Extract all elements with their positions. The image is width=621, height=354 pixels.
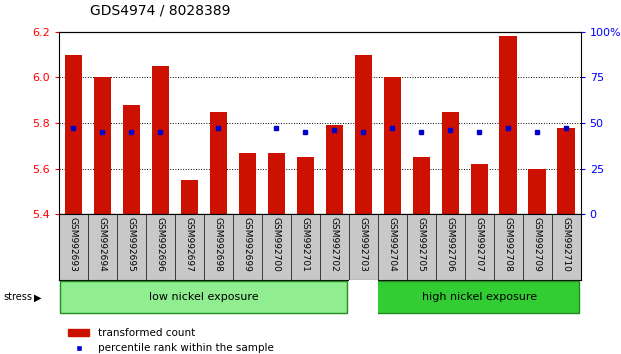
FancyBboxPatch shape — [349, 280, 378, 315]
Text: GSM992697: GSM992697 — [185, 217, 194, 272]
Bar — [471, 164, 488, 214]
Bar — [325, 125, 343, 214]
Bar — [558, 127, 575, 214]
Bar — [499, 36, 517, 214]
Text: GSM992696: GSM992696 — [156, 217, 165, 272]
Bar — [152, 66, 169, 214]
FancyBboxPatch shape — [60, 281, 347, 313]
Bar — [442, 112, 459, 214]
Bar — [355, 55, 372, 214]
Text: ▶: ▶ — [34, 292, 42, 302]
Text: GSM992710: GSM992710 — [561, 217, 571, 272]
Text: stress: stress — [3, 292, 32, 302]
Bar — [412, 157, 430, 214]
Legend: transformed count, percentile rank within the sample: transformed count, percentile rank withi… — [64, 324, 278, 354]
Text: GSM992699: GSM992699 — [243, 217, 252, 272]
Bar — [65, 55, 82, 214]
Text: GSM992694: GSM992694 — [98, 217, 107, 272]
Bar — [268, 153, 285, 214]
Bar — [384, 78, 401, 214]
Text: GSM992701: GSM992701 — [301, 217, 310, 272]
Bar — [94, 78, 111, 214]
Bar — [297, 157, 314, 214]
Bar — [238, 153, 256, 214]
Text: GSM992709: GSM992709 — [533, 217, 542, 272]
Text: GSM992698: GSM992698 — [214, 217, 223, 272]
Text: GSM992707: GSM992707 — [474, 217, 484, 272]
Bar — [528, 169, 546, 214]
Text: GSM992695: GSM992695 — [127, 217, 136, 272]
Text: low nickel exposure: low nickel exposure — [149, 292, 259, 302]
Text: GSM992705: GSM992705 — [417, 217, 426, 272]
FancyBboxPatch shape — [365, 281, 579, 313]
Text: GSM992708: GSM992708 — [504, 217, 513, 272]
Text: GDS4974 / 8028389: GDS4974 / 8028389 — [90, 4, 230, 18]
Bar — [210, 112, 227, 214]
Text: GSM992693: GSM992693 — [69, 217, 78, 272]
Bar — [123, 105, 140, 214]
Text: GSM992702: GSM992702 — [330, 217, 339, 272]
Text: GSM992700: GSM992700 — [272, 217, 281, 272]
Text: GSM992706: GSM992706 — [446, 217, 455, 272]
Text: high nickel exposure: high nickel exposure — [422, 292, 537, 302]
Text: GSM992704: GSM992704 — [388, 217, 397, 272]
Bar — [181, 180, 198, 214]
Text: GSM992703: GSM992703 — [359, 217, 368, 272]
